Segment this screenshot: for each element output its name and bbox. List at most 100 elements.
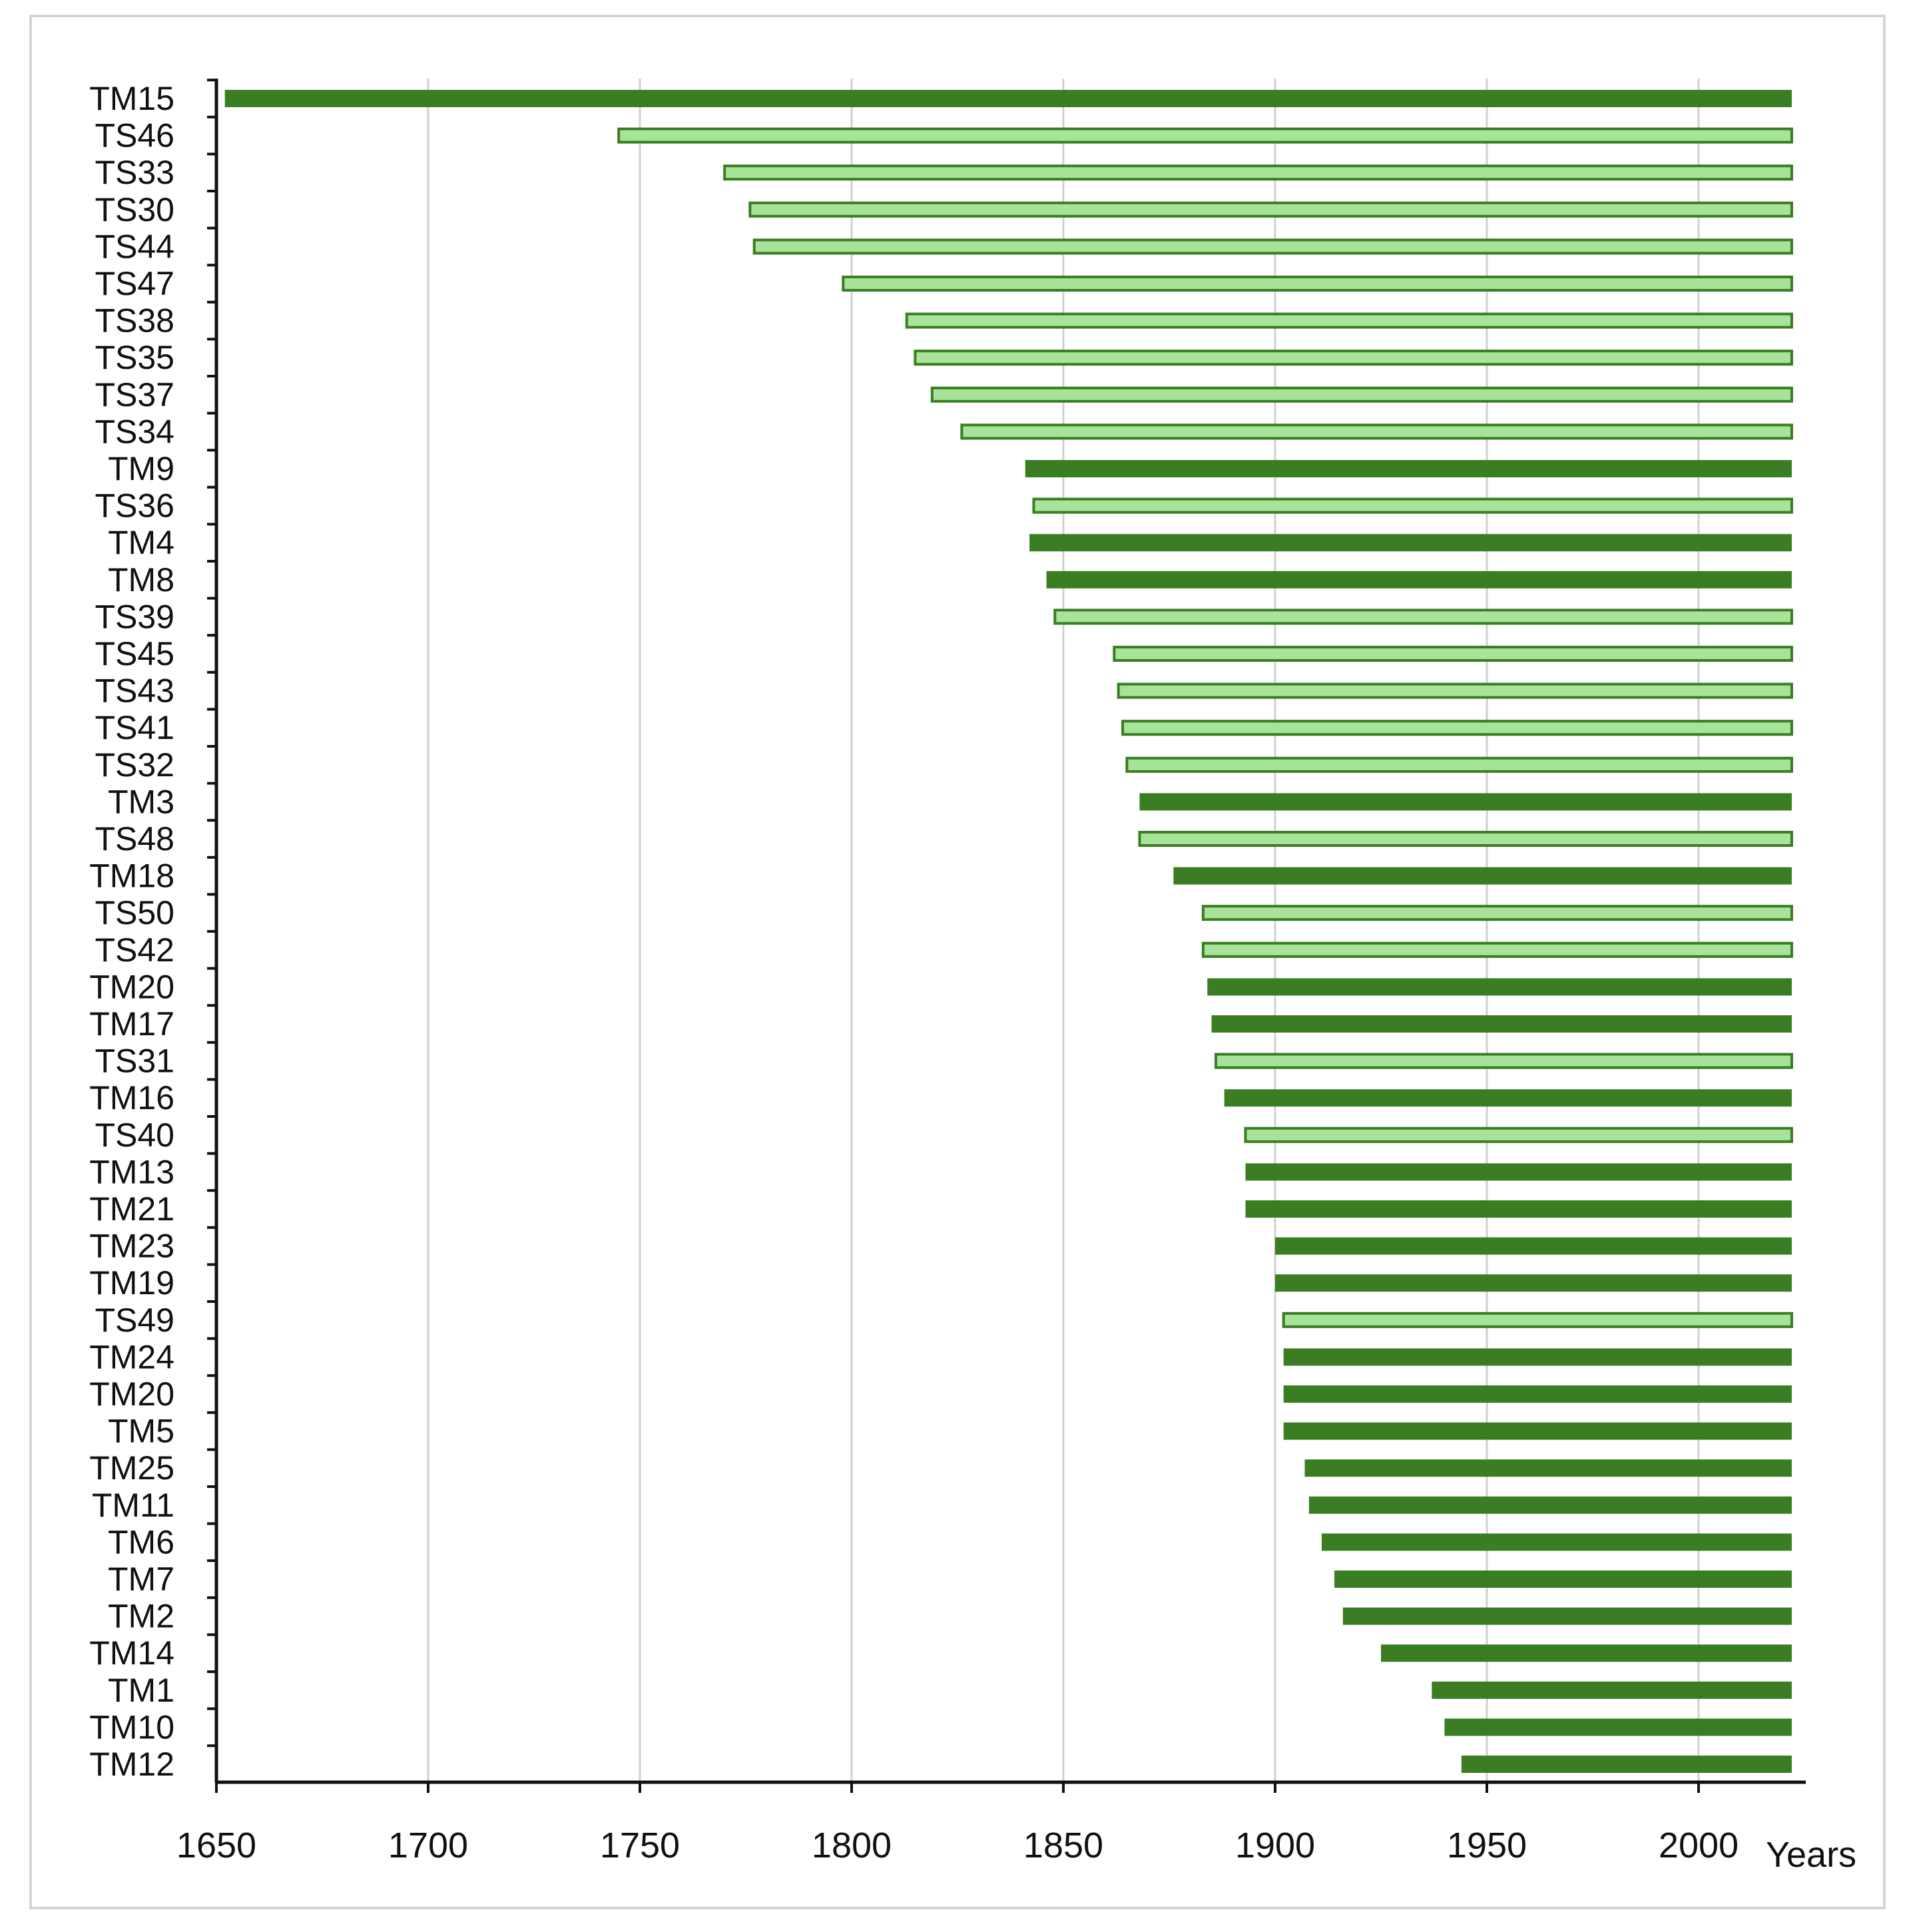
category-label-tm21: TM21: [89, 1190, 174, 1228]
category-label-ts32: TS32: [95, 746, 174, 784]
bar-tm12-45: [1461, 1756, 1792, 1773]
x-tick-label-1750: 1750: [600, 1825, 680, 1865]
x-tick-label-1700: 1700: [388, 1825, 468, 1865]
category-label-ts50: TS50: [95, 894, 174, 931]
category-label-tm3: TM3: [108, 783, 174, 820]
bar-tm16-27: [1224, 1089, 1792, 1107]
bar-ts36-11: [1032, 497, 1793, 514]
category-label-ts39: TS39: [95, 598, 174, 635]
bar-tm9-10: [1025, 460, 1792, 477]
category-label-tm23: TM23: [89, 1228, 174, 1265]
bars-group: [224, 90, 1793, 1773]
category-label-tm1: TM1: [108, 1672, 174, 1709]
bar-ts37-8: [930, 386, 1793, 403]
bar-ts44-4: [752, 238, 1793, 255]
x-tick-label-1900: 1900: [1235, 1825, 1315, 1865]
category-label-tm4: TM4: [108, 524, 174, 561]
bar-tm19-32: [1275, 1274, 1792, 1292]
category-label-ts38: TS38: [95, 302, 174, 340]
category-label-tm11: TM11: [92, 1487, 174, 1524]
bar-ts38-6: [905, 312, 1793, 329]
bar-tm8-13: [1046, 571, 1792, 589]
category-label-tm6: TM6: [108, 1523, 174, 1561]
category-label-ts47: TS47: [95, 265, 174, 302]
bar-tm2-41: [1342, 1607, 1792, 1625]
category-label-ts40: TS40: [95, 1116, 174, 1154]
bar-tm13-29: [1245, 1163, 1792, 1181]
category-label-ts41: TS41: [95, 709, 174, 746]
category-label-tm12: TM12: [89, 1746, 174, 1783]
x-tick-label-1800: 1800: [812, 1825, 892, 1865]
category-label-ts46: TS46: [95, 117, 174, 154]
bar-tm6-39: [1321, 1533, 1792, 1551]
category-label-tm16: TM16: [89, 1079, 174, 1116]
category-label-ts33: TS33: [95, 154, 174, 191]
bar-ts42-23: [1201, 941, 1793, 958]
bar-ts49-33: [1282, 1312, 1793, 1328]
category-label-ts48: TS48: [95, 820, 174, 857]
category-label-ts34: TS34: [95, 413, 174, 450]
bar-ts39-14: [1053, 608, 1793, 625]
category-label-tm18: TM18: [89, 857, 174, 895]
bar-ts47-5: [842, 276, 1793, 292]
category-label-tm20: TM20: [89, 968, 174, 1005]
category-label-ts37: TS37: [95, 376, 174, 413]
bar-ts30-3: [748, 201, 1793, 218]
bar-tm21-30: [1245, 1200, 1792, 1218]
category-label-tm2: TM2: [108, 1598, 174, 1635]
category-label-tm7: TM7: [108, 1561, 174, 1598]
x-tick-label-2000: 2000: [1659, 1825, 1739, 1865]
x-tick-label-1950: 1950: [1447, 1825, 1527, 1865]
bar-tm20-35: [1283, 1385, 1792, 1403]
category-label-ts36: TS36: [95, 487, 174, 525]
category-labels: TM15TS46TS33TS30TS44TS47TS38TS35TS37TS34…: [89, 80, 174, 1783]
bar-ts41-17: [1121, 720, 1793, 736]
category-label-tm9: TM9: [108, 450, 174, 487]
bar-tm14-42: [1381, 1644, 1792, 1662]
bar-tm20-24: [1207, 978, 1792, 996]
bar-ts50-22: [1201, 905, 1793, 921]
bar-ts40-28: [1244, 1126, 1793, 1143]
grid-lines: [427, 79, 1700, 1782]
bar-ts32-18: [1125, 756, 1793, 773]
bar-ts48-20: [1138, 831, 1793, 847]
bar-ts35-7: [914, 350, 1793, 366]
x-tick-label-1850: 1850: [1023, 1825, 1103, 1865]
category-label-tm5: TM5: [108, 1413, 174, 1450]
bar-tm3-19: [1139, 793, 1792, 811]
bar-tm5-36: [1283, 1422, 1792, 1440]
bar-tm7-40: [1334, 1570, 1792, 1588]
category-label-ts45: TS45: [95, 635, 174, 672]
bar-ts45-15: [1113, 646, 1793, 662]
category-label-ts42: TS42: [95, 931, 174, 969]
category-label-ts31: TS31: [95, 1043, 174, 1080]
x-axis-title: Years: [1766, 1835, 1856, 1875]
category-label-tm8: TM8: [108, 561, 174, 599]
category-label-tm17: TM17: [89, 1005, 174, 1043]
bar-tm10-44: [1444, 1718, 1792, 1736]
category-label-ts35: TS35: [95, 339, 174, 376]
x-tick-labels: 1650 1700 1750 1800 1850 1900 1950 2000: [176, 1825, 1739, 1865]
bar-tm18-21: [1173, 867, 1792, 885]
bar-tm25-37: [1304, 1459, 1792, 1477]
category-label-ts49: TS49: [95, 1302, 174, 1339]
bar-tm23-31: [1275, 1237, 1792, 1255]
bar-tm17-25: [1211, 1015, 1792, 1033]
category-label-tm10: TM10: [89, 1708, 174, 1746]
category-label-tm20: TM20: [89, 1375, 174, 1413]
category-label-ts30: TS30: [95, 191, 174, 228]
bar-tm4-12: [1029, 534, 1792, 552]
category-label-tm14: TM14: [89, 1634, 174, 1672]
category-label-tm24: TM24: [89, 1338, 174, 1375]
bar-ts46-1: [617, 127, 1793, 144]
category-label-tm19: TM19: [89, 1264, 174, 1302]
bar-tm11-38: [1308, 1496, 1792, 1514]
bar-tm24-34: [1283, 1348, 1792, 1366]
bar-ts31-26: [1214, 1053, 1793, 1069]
bar-tm1-43: [1432, 1681, 1792, 1699]
bar-ts34-9: [960, 423, 1793, 440]
category-label-tm13: TM13: [89, 1153, 174, 1190]
category-label-ts43: TS43: [95, 672, 174, 710]
x-tick-label-1650: 1650: [176, 1825, 256, 1865]
